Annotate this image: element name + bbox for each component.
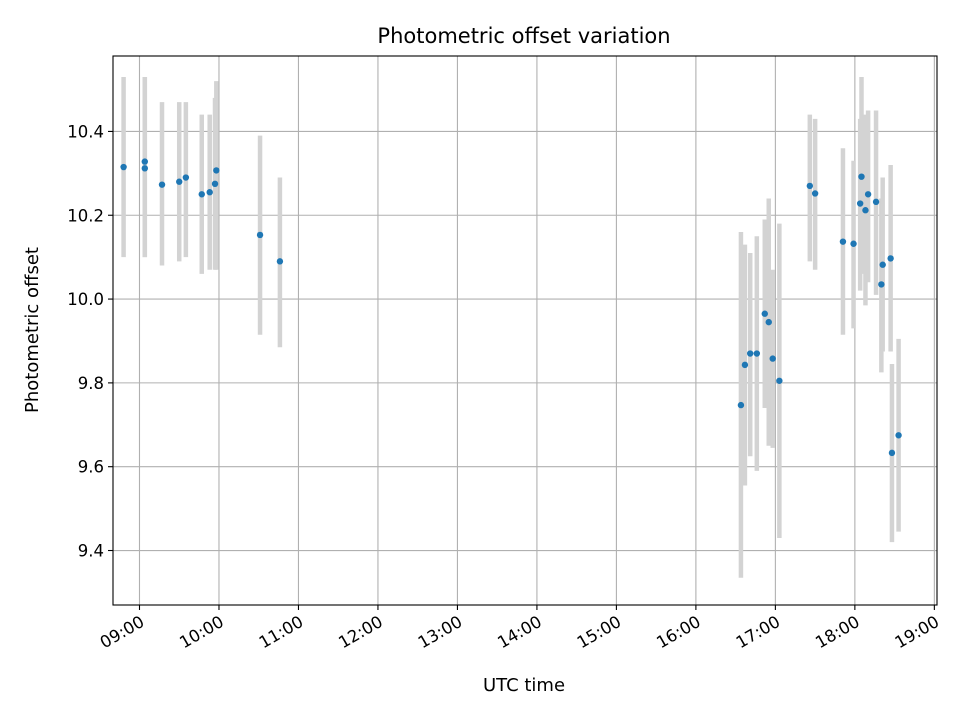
- plot-area-frame: [112, 55, 938, 606]
- data-point: [206, 189, 213, 196]
- data-point: [806, 182, 814, 190]
- y-tick-label: 9.6: [78, 458, 104, 477]
- y-axis-ticks: 9.4 9.6 9.8 10.0 10.2 10.4: [67, 122, 113, 561]
- data-point: [120, 163, 127, 171]
- data-point: [158, 181, 166, 188]
- data-point: [887, 255, 894, 262]
- data-point: [769, 355, 776, 362]
- data-point: [737, 401, 745, 409]
- data-point: [872, 198, 880, 206]
- data-point: [761, 310, 768, 317]
- data-point: [839, 238, 847, 245]
- data-point: [741, 361, 749, 369]
- data-point: [747, 350, 754, 357]
- data-point: [256, 231, 264, 239]
- data-point: [213, 167, 220, 174]
- y-tick-label: 9.8: [78, 374, 104, 393]
- data-point: [211, 180, 219, 188]
- y-tick-label: 10.4: [67, 122, 104, 141]
- data-point: [141, 158, 148, 165]
- data-point: [879, 261, 886, 268]
- data-point: [864, 191, 872, 198]
- data-point: [895, 432, 902, 439]
- grid: [113, 56, 937, 605]
- data-point: [753, 350, 761, 357]
- data-point: [888, 449, 896, 457]
- data-point: [862, 207, 869, 214]
- y-tick-label: 10.2: [67, 206, 104, 225]
- x-axis-label: UTC time: [483, 675, 565, 696]
- data-point: [276, 258, 284, 265]
- y-axis-label: Photometric offset: [22, 247, 43, 413]
- data-point: [776, 377, 783, 384]
- data-point: [198, 191, 205, 198]
- data-points: [120, 158, 902, 457]
- chart-title: Photometric offset variation: [377, 24, 670, 48]
- data-point: [176, 178, 183, 185]
- data-point: [850, 240, 857, 247]
- y-tick-label: 9.4: [78, 542, 104, 561]
- data-point: [858, 173, 865, 180]
- data-point: [141, 165, 148, 172]
- y-tick-label: 10.0: [67, 290, 104, 309]
- data-point: [765, 318, 772, 326]
- data-point: [856, 200, 864, 207]
- data-point: [811, 190, 819, 197]
- data-point: [182, 174, 190, 181]
- data-point: [878, 281, 885, 288]
